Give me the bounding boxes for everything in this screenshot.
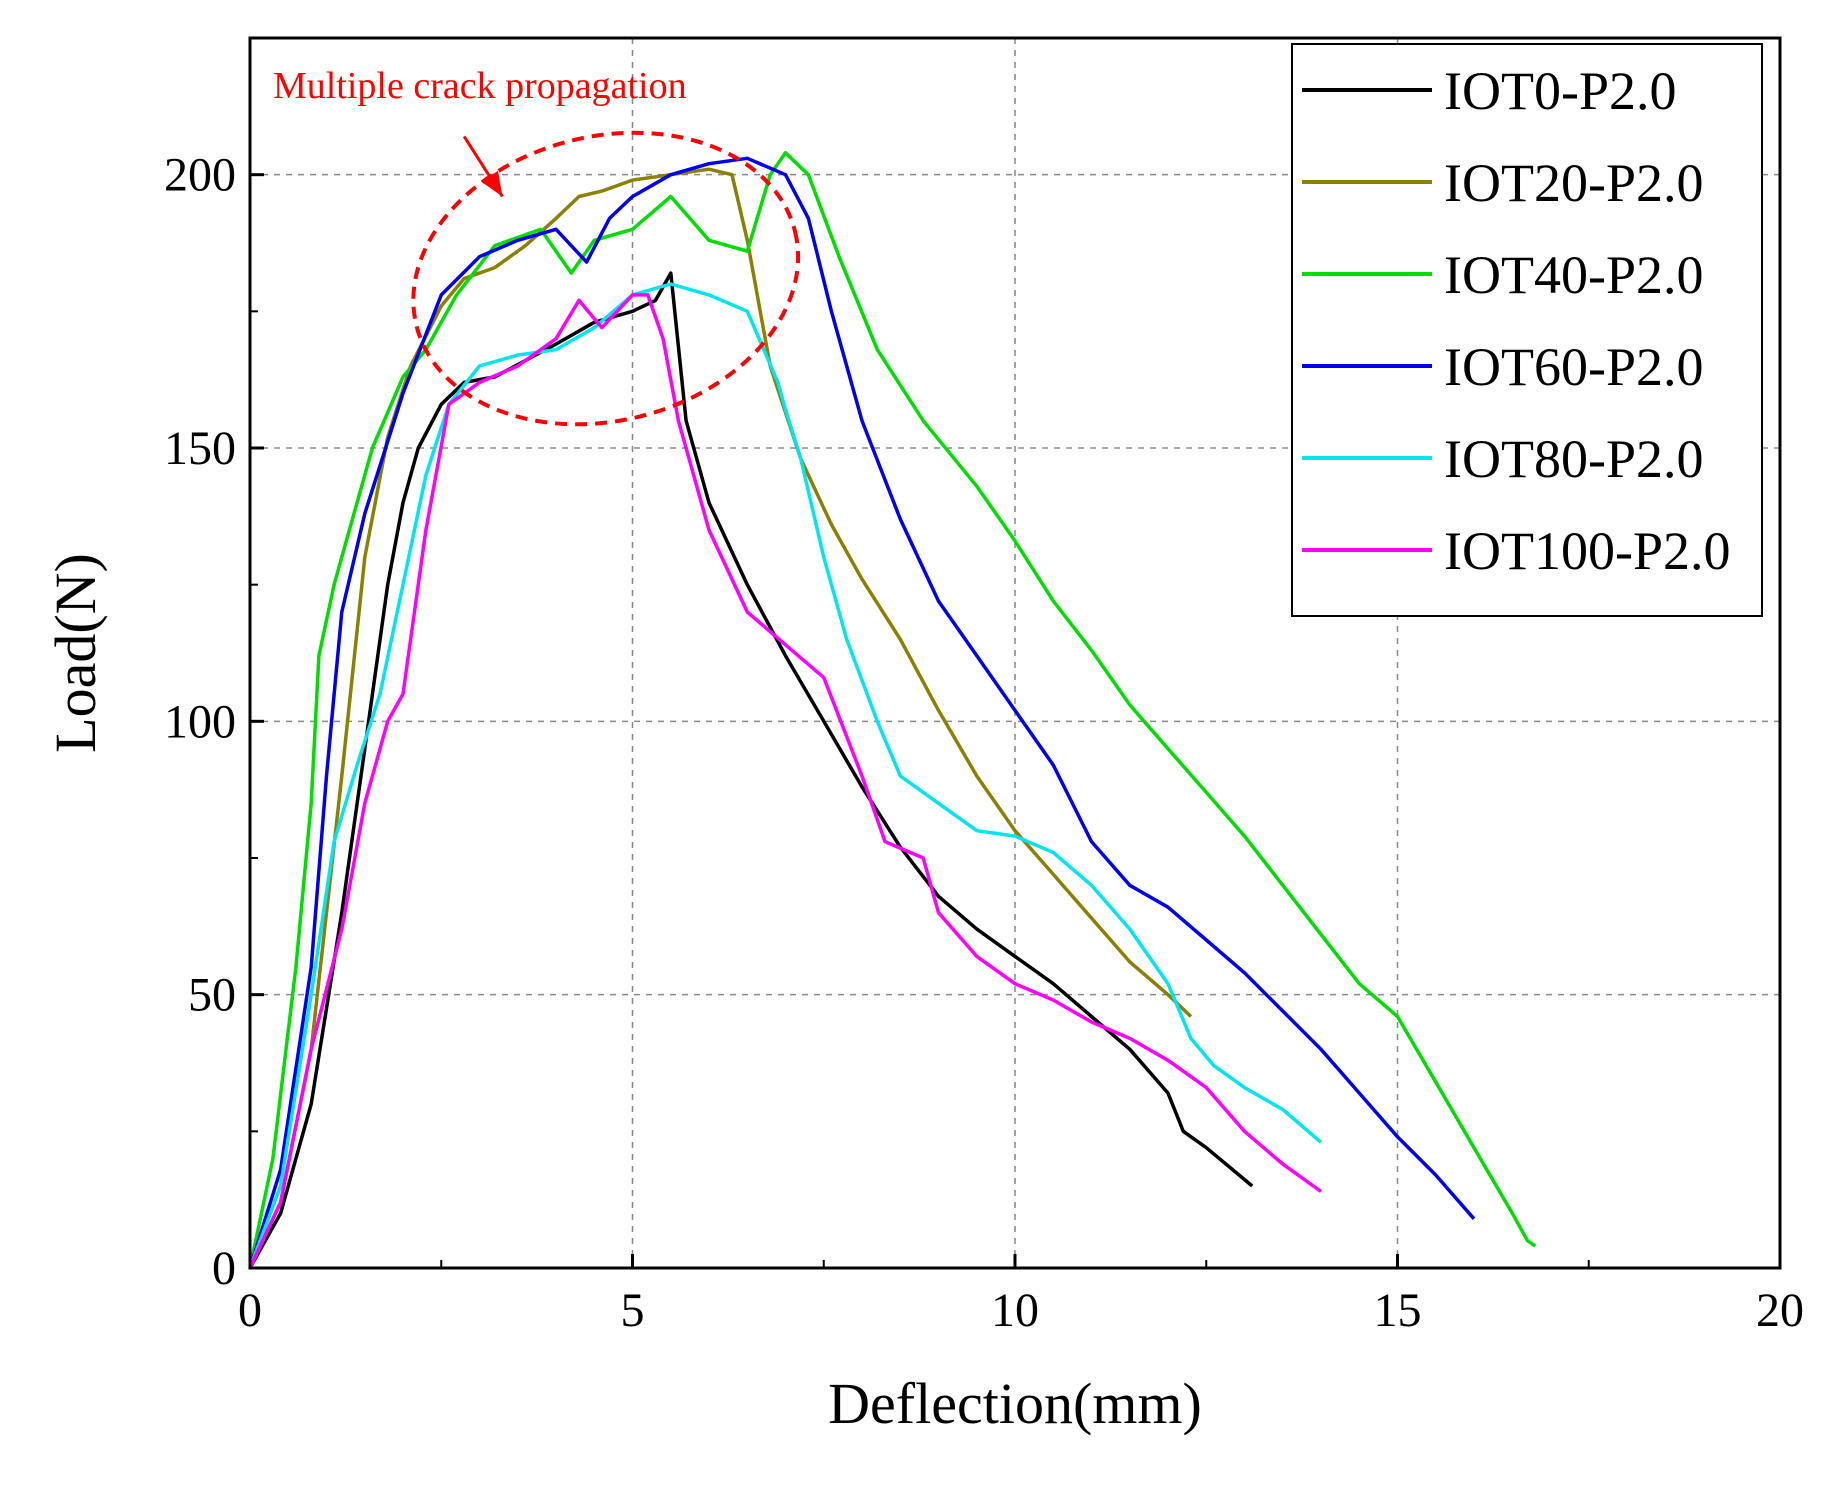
y-tick-label: 50 (188, 969, 236, 1022)
y-tick-label: 200 (164, 149, 236, 202)
series-line-0 (248, 271, 1254, 1269)
legend-label-2: IOT40-P2.0 (1444, 245, 1703, 305)
legend: IOT0-P2.0 IOT20-P2.0 IOT40-P2.0 IOT60-P2.0 I… (1291, 43, 1763, 617)
series-line-2 (248, 151, 1537, 1269)
x-tick-label: 20 (1756, 1284, 1804, 1337)
legend-label-1: IOT20-P2.0 (1444, 153, 1703, 213)
annotation-ellipse (411, 130, 801, 427)
legend-box (1291, 43, 1763, 617)
annotation-arrowhead (481, 170, 503, 197)
legend-label-3: IOT60-P2.0 (1444, 337, 1703, 397)
x-tick-label: 0 (238, 1284, 262, 1337)
x-axis-title: Deflection(mm) (828, 1371, 1202, 1436)
x-tick-label: 15 (1374, 1284, 1422, 1337)
legend-label-5: IOT100-P2.0 (1444, 521, 1730, 581)
y-tick-label: 100 (164, 695, 236, 748)
x-tick-label: 10 (991, 1284, 1039, 1337)
series-lines (248, 151, 1537, 1269)
legend-label-0: IOT0-P2.0 (1444, 61, 1676, 121)
annotation-text: Multiple crack propagation (273, 65, 687, 107)
annotation: Multiple crack propagation (273, 65, 801, 427)
x-tick-label: 5 (621, 1284, 645, 1337)
y-tick-label: 150 (164, 422, 236, 475)
series-line-5 (248, 293, 1323, 1269)
legend-label-4: IOT80-P2.0 (1444, 429, 1703, 489)
y-axis-title: Load(N) (43, 553, 108, 753)
y-tick-label: 0 (212, 1242, 236, 1295)
series-line-3 (248, 156, 1476, 1269)
series-line-4 (248, 282, 1323, 1269)
